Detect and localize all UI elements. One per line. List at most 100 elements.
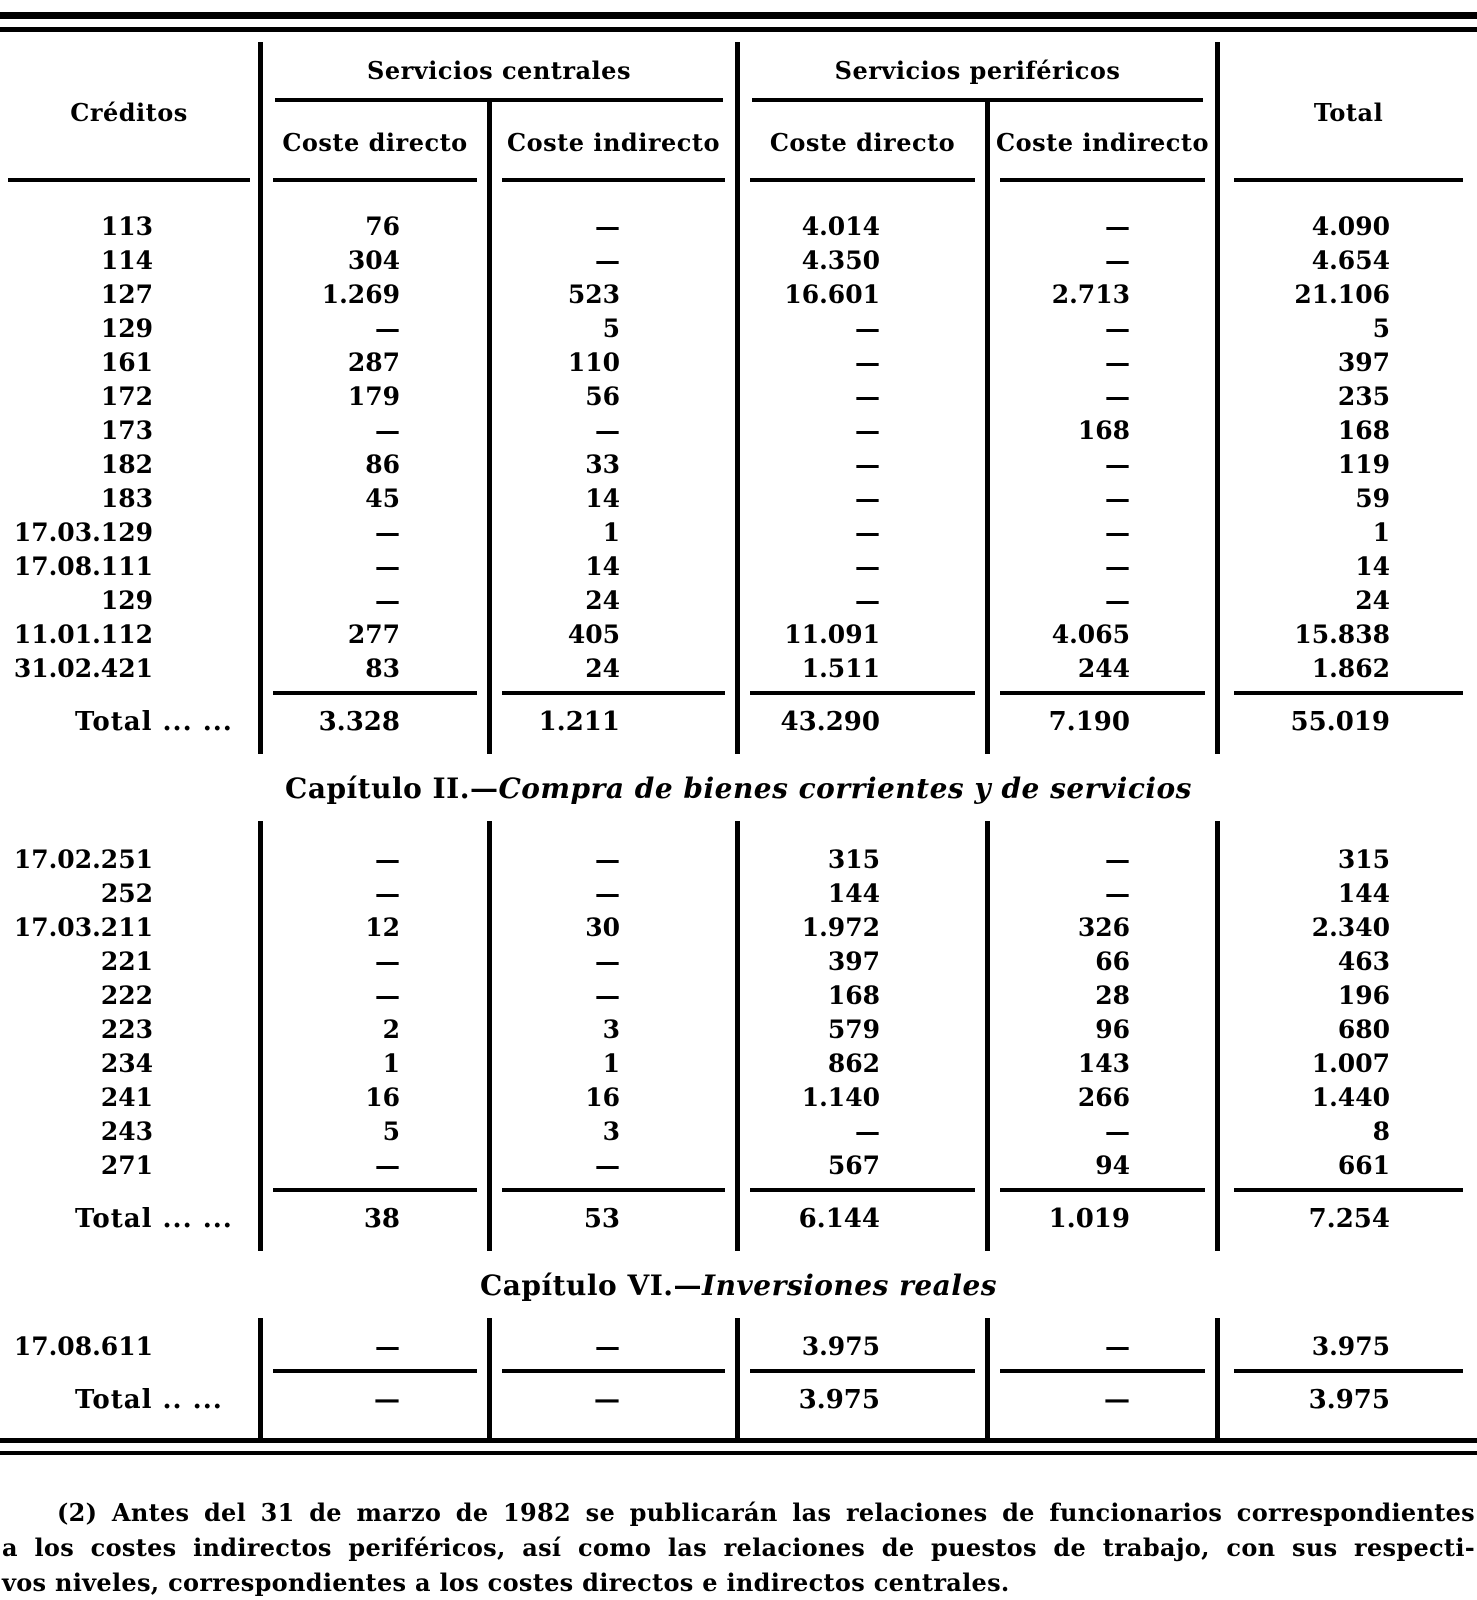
value-cell: 315	[735, 843, 985, 877]
value-cell: 45	[258, 482, 487, 516]
table-row: 113 76—4.014—4.090	[0, 210, 1477, 244]
table-row: 271— —567 94 661	[0, 1149, 1477, 1183]
value-cell: —	[985, 550, 1215, 584]
table-row: 17.08.611— —3.975—3.975	[0, 1330, 1477, 1364]
credito-code: 223	[100, 1015, 153, 1044]
value-cell: 3	[487, 1013, 735, 1047]
value-cell: —	[735, 482, 985, 516]
value-cell: 523	[487, 278, 735, 312]
value-cell: 16.601	[735, 278, 985, 312]
credito-code: 173	[100, 416, 153, 445]
table-row: 173— — —168 168	[0, 414, 1477, 448]
value-cell: 1.440	[1215, 1081, 1477, 1115]
column-header-coste-directo-periferico: Coste directo	[740, 102, 985, 182]
table-row: 17.02.251— —315—315	[0, 843, 1477, 877]
value-cell: —	[985, 1330, 1215, 1364]
section-capitulo-ii: 17.02.251— —315—315 252— —144—144 17.03.211 1…	[0, 821, 1477, 1251]
credito-code: 17.08.611	[13, 1332, 153, 1361]
credito-code: 127	[100, 280, 153, 309]
table-row: 183 45 14— —59	[0, 482, 1477, 516]
sum-rule	[1000, 1188, 1205, 1192]
group-label-perifericos: Servicios periféricos	[834, 55, 1121, 85]
value-cell: 76	[258, 210, 487, 244]
table-row: 31.02.421 83 24 1.511 244 1.862	[0, 652, 1477, 686]
total-row: Total ... ... 3.328 1.211 43.290 7.190 5…	[0, 700, 1477, 744]
value-cell: 277	[258, 618, 487, 652]
table-row: 221— —397 66 463	[0, 945, 1477, 979]
sum-rule-row	[0, 1364, 1477, 1378]
value-cell: 1	[487, 1047, 735, 1081]
value-cell: —	[985, 312, 1215, 346]
value-cell: 304	[258, 244, 487, 278]
value-cell: —	[985, 877, 1215, 911]
value-cell: 15.838	[1215, 618, 1477, 652]
total-label: Total ... ...	[75, 707, 233, 737]
credito-code: 113	[100, 212, 153, 241]
value-cell: 5	[487, 312, 735, 346]
credito-code: 222	[100, 981, 153, 1010]
double-rule-bottom-2	[0, 1451, 1477, 1455]
table-row: 252— —144—144	[0, 877, 1477, 911]
value-cell: —	[487, 1149, 735, 1183]
value-cell: —	[985, 516, 1215, 550]
total-value: 1.019	[985, 1197, 1215, 1241]
value-cell: 21.106	[1215, 278, 1477, 312]
heading-plain: Capítulo VI.—	[479, 1269, 703, 1302]
header-underline	[1000, 178, 1205, 182]
total-value: 1.211	[487, 700, 735, 744]
table-row: 127 1.269 523 16.601 2.713 21.106	[0, 278, 1477, 312]
column-header-creditos: Créditos	[0, 42, 258, 182]
value-cell: —	[258, 1330, 487, 1364]
value-cell: —	[258, 979, 487, 1013]
value-cell: 680	[1215, 1013, 1477, 1047]
value-cell: 4.350	[735, 244, 985, 278]
header-underline	[1234, 178, 1463, 182]
column-header-coste-indirecto-periferico: Coste indirecto	[985, 102, 1215, 182]
total-value: 7.190	[985, 700, 1215, 744]
value-cell: —	[985, 210, 1215, 244]
value-cell: 862	[735, 1047, 985, 1081]
sum-rule	[273, 691, 477, 695]
value-cell: —	[258, 584, 487, 618]
value-cell: —	[258, 945, 487, 979]
value-cell: 110	[487, 346, 735, 380]
table-row: 129—5— —5	[0, 312, 1477, 346]
credito-code: 234	[100, 1049, 153, 1078]
value-cell: 168	[985, 414, 1215, 448]
value-cell: 24	[487, 652, 735, 686]
table-row: 172 179 56— —235	[0, 380, 1477, 414]
credito-code: 17.08.111	[13, 552, 153, 581]
value-cell: —	[487, 1330, 735, 1364]
section-heading-capitulo-vi: Capítulo VI.—Inversiones reales	[0, 1251, 1477, 1318]
total-value: 3.328	[258, 700, 487, 744]
double-rule-top-2	[0, 27, 1477, 32]
section-heading-capitulo-ii: Capítulo II.—Compra de bienes corrientes…	[0, 754, 1477, 821]
value-cell: 16	[487, 1081, 735, 1115]
value-cell: —	[735, 516, 985, 550]
table-row: 17.08.111—14— —14	[0, 550, 1477, 584]
value-cell: 1.140	[735, 1081, 985, 1115]
value-cell: 1.269	[258, 278, 487, 312]
sum-rule	[1234, 1369, 1463, 1373]
spacer-row	[0, 821, 1477, 843]
credito-code: 114	[100, 246, 153, 275]
value-cell: 3.975	[1215, 1330, 1477, 1364]
total-value: —	[258, 1378, 487, 1422]
column-header-creditos-label: Créditos	[70, 97, 188, 127]
value-cell: 4.014	[735, 210, 985, 244]
value-cell: 96	[985, 1013, 1215, 1047]
value-cell: 579	[735, 1013, 985, 1047]
value-cell: 287	[258, 346, 487, 380]
heading-italic: Compra de bienes corrientes y de servici…	[498, 772, 1192, 805]
value-cell: 179	[258, 380, 487, 414]
footnote-line: vos niveles, correspondientes a los cost…	[2, 1568, 1010, 1597]
heading-italic: Inversiones reales	[702, 1269, 998, 1302]
sum-rule	[502, 1188, 725, 1192]
value-cell: 3.975	[735, 1330, 985, 1364]
total-value: 55.019	[1215, 700, 1477, 744]
table-row: 17.03.211 12 30 1.972 326 2.340	[0, 911, 1477, 945]
value-cell: —	[258, 414, 487, 448]
value-cell: —	[985, 244, 1215, 278]
value-cell: 16	[258, 1081, 487, 1115]
